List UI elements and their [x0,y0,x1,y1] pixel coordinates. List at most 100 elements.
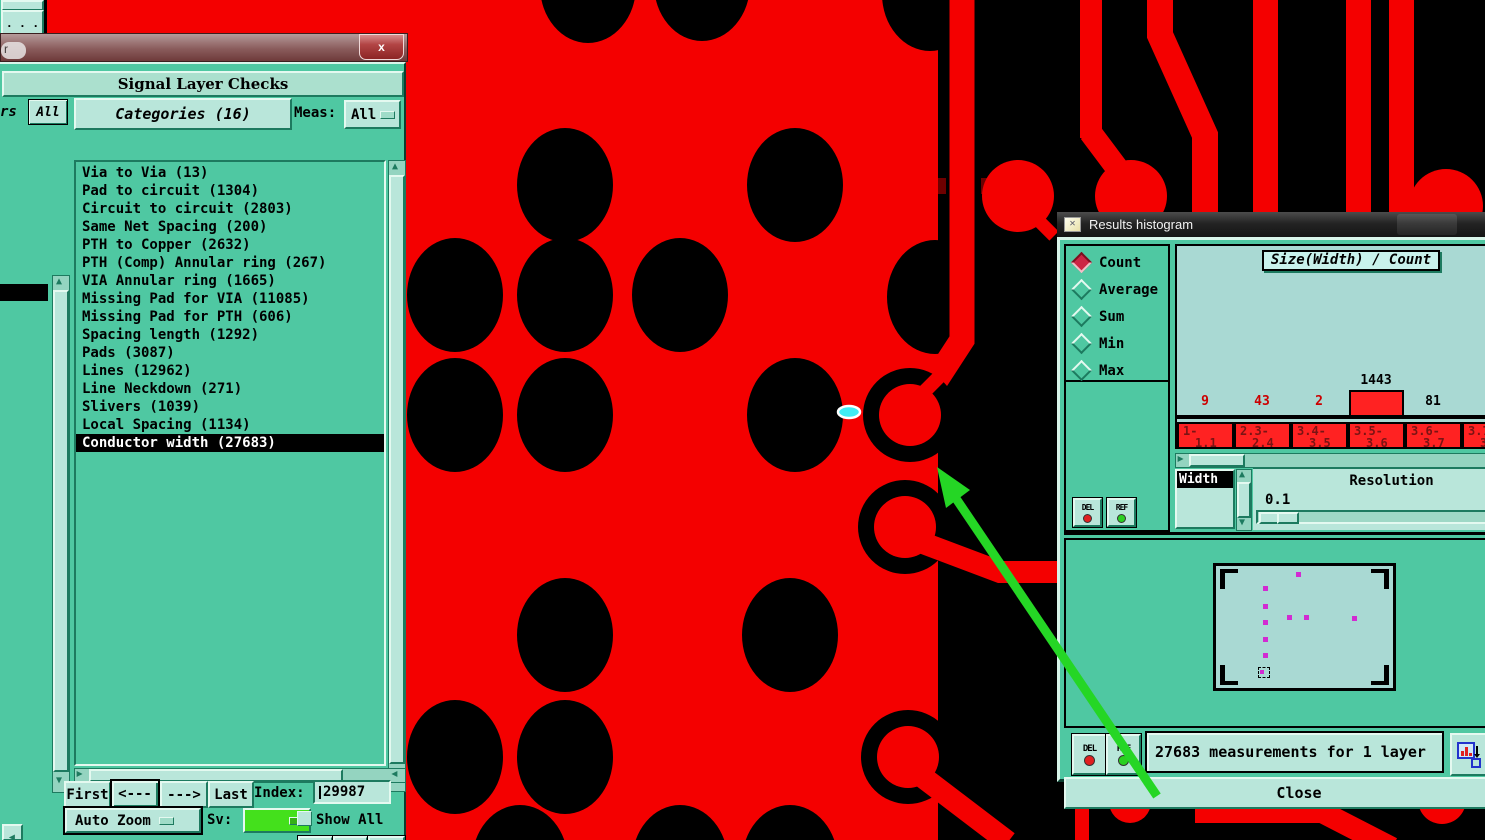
preview-panel [1064,538,1485,728]
layers-list-scrollbar[interactable]: ▲ ▼ [52,275,70,793]
stat-radio-sum[interactable]: Sum [1066,303,1168,330]
undo-button[interactable]: UNDO ↶ [367,835,406,840]
measure-listbox[interactable]: Width [1175,469,1235,529]
category-item[interactable]: PTH to Copper (2632) [82,237,251,253]
results-histogram-dialog: ✕ Results histogram Count Average Sum Min Ma… [1057,212,1485,809]
preview-del-button[interactable]: DEL [1071,733,1108,776]
category-item[interactable]: Slivers (1039) [82,399,201,415]
index-value: 29987 [323,784,366,800]
bin-cell[interactable]: 3.7-3.8 [1462,422,1485,447]
window-buttons-fragment[interactable] [1397,214,1457,235]
meas-dropdown[interactable]: All [344,100,401,129]
index-label: Index: [254,785,305,801]
radio-diamond-icon [1070,305,1093,328]
bin-cell[interactable]: 2.3- 2.4 [1234,422,1291,447]
radio-diamond-icon [1070,278,1093,301]
resolution-value: 0.1 [1265,492,1291,508]
show-all-label: Show All [316,812,384,828]
bin-count-label: 43 [1254,394,1270,409]
categories-list[interactable]: Via to Via (13) Pad to circuit (1304) Circ… [74,160,386,766]
del-button[interactable]: DEL [297,835,334,840]
stat-radio-min[interactable]: Min [1066,330,1168,357]
bars-layer: 1- 1.1 9 2.3- 2.4 43 3.4- 3.5 2 3.5- 3.6 1443 3.6- 3.… [1177,246,1485,447]
resolution-slider[interactable] [1256,510,1485,524]
category-item[interactable]: Circuit to circuit (2803) [82,201,293,217]
histogram-titlebar[interactable]: ✕ Results histogram [1057,212,1485,237]
category-item[interactable]: Missing Pad for PTH (606) [82,309,293,325]
meas-value: All [351,106,377,123]
divider [1064,532,1485,535]
prev-button[interactable]: <--- [110,779,160,809]
layers-list-selected-item[interactable] [0,284,48,301]
index-field[interactable]: 29987 [313,780,391,804]
export-histogram-button[interactable] [1450,733,1485,776]
measure-scrollbar[interactable]: ▲ ▼ [1236,469,1252,531]
measurement-dot [1263,586,1268,591]
show-all-checkbox[interactable] [297,811,312,826]
ref-label: REF [1116,743,1131,754]
category-item[interactable]: Pad to circuit (1304) [82,183,260,199]
preview-cursor-icon [1258,667,1270,678]
stat-radio-count[interactable]: Count [1066,249,1168,276]
histogram-plot[interactable]: Size(Width) / Count 1- 1.1 9 2.3- 2.4 43 3.4- 3… [1175,244,1485,449]
corner-bracket-icon [1220,569,1238,589]
close-button[interactable]: Close [1064,777,1485,809]
signal-layer-checks-dialog: r x Signal Layer Checks rs All Categorie… [0,33,408,840]
dialog-header: Signal Layer Checks [2,71,404,97]
layers-all-button[interactable]: All [28,99,68,125]
stat-radio-group: Count Average Sum Min Max [1066,246,1168,382]
bin-cell[interactable]: 3.5- 3.6 [1348,422,1405,447]
next-button[interactable]: ---> [160,781,208,808]
layers-hscroll-fragment[interactable]: ▲ [2,824,23,840]
category-item[interactable]: Lines (12962) [82,363,192,379]
categories-scrollbar[interactable]: ▲ ▼ [388,160,406,792]
measurements-status-field: 27683 measurements for 1 layer [1145,731,1444,773]
auto-zoom-dropdown[interactable]: Auto Zoom [63,806,203,835]
measure-item[interactable]: Width [1177,471,1233,488]
measurement-dot [1352,616,1357,621]
stat-radio-average[interactable]: Average [1066,276,1168,303]
more-button[interactable]: . . . [1,10,44,37]
measurement-dot [1263,637,1268,642]
close-window-button[interactable]: x [359,34,404,60]
window-icon: ✕ [1064,217,1081,232]
category-item[interactable]: Pads (3087) [82,345,175,361]
measurement-dot [1263,620,1268,625]
category-item[interactable]: Local Spacing (1134) [82,417,251,433]
window-titlebar[interactable]: r x [0,33,408,62]
ref-label: REF [1115,502,1128,512]
meas-label: Meas: [294,105,337,121]
histogram-del-button[interactable]: DEL [1072,497,1103,528]
green-dot-icon [1117,513,1126,523]
histogram-bar [1349,390,1404,417]
bin-cell[interactable]: 1- 1.1 [1177,422,1234,447]
category-item[interactable]: Conductor width (27683) [76,434,384,452]
category-item[interactable]: VIA Annular ring (1665) [82,273,276,289]
category-item[interactable]: Missing Pad for VIA (11085) [82,291,310,307]
x-axis [1177,415,1485,419]
category-item[interactable]: PTH (Comp) Annular ring (267) [82,255,327,271]
bin-cell[interactable]: 3.4- 3.5 [1291,422,1348,447]
radio-label: Count [1099,254,1142,271]
stat-radio-max[interactable]: Max [1066,357,1168,384]
histogram-export-icon [1456,741,1481,768]
text-cursor [319,785,321,799]
category-item[interactable]: Via to Via (13) [82,165,209,181]
bin-cell[interactable]: 3.6- 3.7 [1405,422,1462,447]
radio-label: Max [1099,362,1125,379]
preview-ref-button[interactable]: REF [1105,733,1142,776]
auto-zoom-label: Auto Zoom [75,812,151,829]
ref-button[interactable]: REF [332,835,369,840]
categories-button[interactable]: Categories (16) [74,98,292,130]
bin-count-label: 81 [1425,394,1441,409]
category-item[interactable]: Line Neckdown (271) [82,381,243,397]
first-button[interactable]: First [64,781,111,808]
histogram-ref-button[interactable]: REF [1106,497,1137,528]
category-item[interactable]: Spacing length (1292) [82,327,260,343]
layer-preview[interactable] [1213,563,1396,691]
last-button[interactable]: Last [208,781,254,808]
measurement-dot [1263,604,1268,609]
category-item[interactable]: Same Net Spacing (200) [82,219,268,235]
plot-hscrollbar[interactable]: ▲ [1175,453,1485,468]
radio-diamond-icon [1070,332,1093,355]
